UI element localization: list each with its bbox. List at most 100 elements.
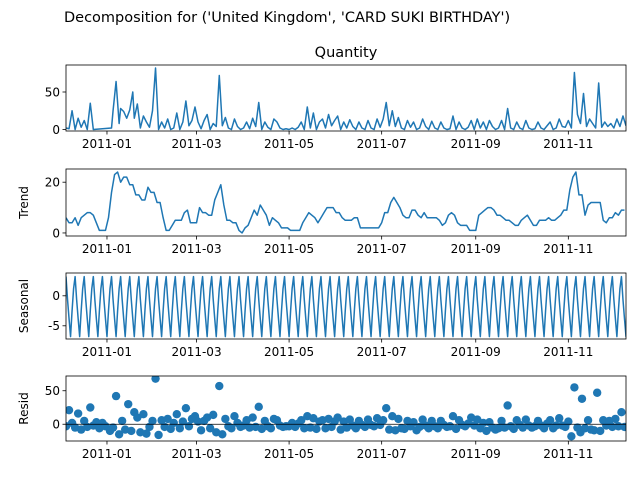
x-tick-label: 2011-07 [357, 447, 407, 461]
x-tick-label: 2011-07 [357, 242, 407, 256]
resid-point [254, 402, 263, 412]
resid-point [394, 414, 403, 424]
y-tick-label: 50 [45, 85, 60, 99]
resid-point [209, 410, 218, 420]
panels: Quantity 0 50 2011-01 2011-03 2011-05 2011-07 2… [17, 45, 627, 461]
resid-point [230, 412, 239, 421]
x-tick-label: 2011-07 [357, 137, 407, 151]
x-tick-label: 2011-03 [171, 137, 221, 151]
resid-point [114, 430, 124, 439]
x-tick-label: 2011-11 [543, 137, 593, 151]
resid-point [139, 410, 148, 419]
resid-point [151, 376, 160, 383]
x-tick-label: 2011-01 [82, 137, 132, 151]
panel-3: Resid 0 50 2011-01 2011-03 2011-05 2011-07 2011… [17, 375, 627, 461]
panel-1: Trend 0 20 2011-01 2011-03 2011-05 2011-07 2011… [17, 168, 627, 256]
x-tick-label: 2011-03 [171, 345, 221, 359]
series-line [66, 171, 625, 234]
resid-point [545, 416, 555, 425]
resid-point [172, 410, 181, 419]
x-tick-label: 2011-05 [264, 345, 314, 359]
resid-point [333, 413, 342, 422]
x-tick-label: 2011-09 [451, 447, 501, 461]
resid-point [570, 383, 579, 392]
x-tick-label: 2011-11 [543, 447, 593, 461]
resid-point [218, 430, 227, 439]
resid-point [227, 424, 236, 433]
resid-point [378, 416, 388, 425]
resid-point [266, 424, 276, 433]
x-tick-label: 2011-01 [82, 345, 132, 359]
y-axis-label: Seasonal [17, 279, 31, 333]
x-tick-label: 2011-03 [171, 447, 221, 461]
resid-point [184, 422, 194, 431]
resid-point [583, 416, 593, 425]
series-line [66, 67, 626, 131]
series-marks [66, 67, 626, 131]
x-tick-label: 2011-07 [357, 345, 407, 359]
panel-title: Quantity [315, 45, 378, 61]
x-tick-label: 2011-09 [451, 345, 501, 359]
x-tick-label: 2011-01 [82, 447, 132, 461]
resid-point [169, 418, 178, 428]
series-marks [66, 376, 626, 441]
y-tick-label: -5 [48, 319, 60, 333]
x-tick-label: 2011-05 [264, 242, 314, 256]
resid-point [205, 424, 215, 433]
x-tick-label: 2011-03 [171, 242, 221, 256]
x-tick-label: 2011-09 [451, 137, 501, 151]
resid-point [154, 430, 163, 440]
resid-point [178, 417, 188, 426]
resid-point [215, 381, 224, 391]
panel-0: Quantity 0 50 2011-01 2011-03 2011-05 2011-07 2… [45, 45, 627, 151]
resid-point [589, 426, 599, 435]
resid-point [196, 426, 206, 435]
x-tick-label: 2011-05 [264, 137, 314, 151]
resid-point [567, 432, 576, 441]
y-tick-label: 0 [52, 123, 60, 137]
resid-point [564, 417, 573, 426]
resid-point [193, 417, 203, 426]
resid-point [127, 426, 136, 436]
axes-frame [65, 272, 627, 340]
resid-point [142, 429, 151, 438]
resid-point [221, 414, 230, 424]
axes-frame [65, 168, 627, 237]
resid-point [66, 405, 74, 415]
axes-frame [65, 64, 627, 132]
resid-point [148, 416, 157, 426]
x-tick-label: 2011-11 [543, 345, 593, 359]
resid-point [124, 399, 133, 409]
resid-point [551, 421, 561, 430]
series-marks [66, 275, 626, 338]
seasonal-line [66, 275, 626, 338]
resid-point [448, 412, 458, 421]
resid-point [245, 423, 254, 432]
resid-point [577, 394, 587, 403]
y-axis-label: Resid [17, 392, 31, 424]
resid-point [497, 416, 506, 426]
resid-point [509, 424, 518, 434]
resid-point [451, 424, 461, 434]
resid-point [596, 426, 605, 436]
x-tick-label: 2011-05 [264, 447, 314, 461]
series-marks [66, 171, 625, 234]
resid-point [555, 414, 564, 423]
y-tick-label: 0 [52, 289, 60, 303]
resid-point [611, 414, 620, 424]
resid-point [620, 422, 626, 432]
resid-point [312, 424, 321, 434]
y-tick-label: 0 [52, 418, 60, 432]
resid-point [617, 407, 626, 417]
panel-2: Seasonal -5 0 2011-01 2011-03 2011-05 2011-07 2… [17, 272, 627, 359]
y-tick-label: 20 [45, 175, 60, 189]
resid-point [382, 403, 391, 413]
resid-point [108, 423, 118, 432]
resid-point [592, 388, 602, 397]
axes-frame [65, 375, 627, 442]
resid-point [385, 425, 394, 434]
figure-title: Decomposition for ('United Kingdom', 'CA… [64, 10, 510, 26]
resid-point [86, 403, 95, 412]
y-tick-label: 0 [52, 226, 60, 240]
